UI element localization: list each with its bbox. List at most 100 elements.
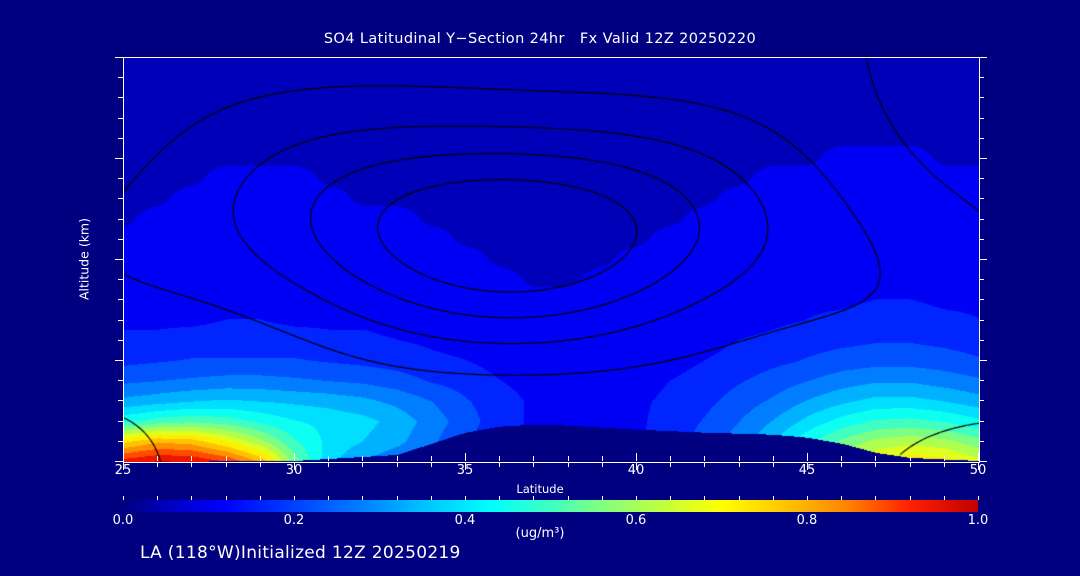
x-tick-label: 25 [114,463,132,478]
tickmark [396,496,398,500]
x-tick-label: 35 [456,463,474,478]
tickmark [115,259,123,260]
colorbar [123,500,978,512]
tickmark [670,462,672,467]
tickmark [118,198,123,200]
colorbar-tick-label: 1.0 [967,513,989,528]
tickmark [841,456,843,461]
tickmark [118,440,123,442]
tickmark [875,462,877,467]
tickmark [909,462,911,467]
tickmark [979,137,984,139]
tickmark [601,496,603,500]
tickmark [396,462,398,467]
tickmark [191,456,193,461]
tickmark [225,456,227,461]
tickmark [979,420,984,422]
tickmark [943,496,945,500]
tickmark [118,218,123,220]
tickmark [362,496,364,500]
tickmark [430,496,432,500]
tickmark [294,496,295,500]
tickmark [259,496,261,500]
tickmark [118,77,123,79]
tickmark [567,456,569,461]
tickmark [123,496,124,500]
tickmark [875,496,877,500]
tickmark [979,178,984,180]
tickmark [115,360,123,361]
tickmark [118,117,123,119]
tickmark [118,178,123,180]
tickmark [875,456,877,461]
tickmark [123,462,124,470]
tickmark [430,462,432,467]
tickmark [979,380,984,382]
tickmark [979,339,984,341]
tickmark [979,218,984,220]
tickmark [294,453,295,461]
tickmark [191,496,193,500]
tickmark [118,319,123,321]
tickmark [601,462,603,467]
tickmark [118,299,123,301]
tickmark [979,319,984,321]
tickmark [225,462,227,467]
tickmark [979,238,984,240]
tickmark [362,462,364,467]
cross-section-plot [123,57,980,463]
tickmark [465,496,466,500]
tickmark [567,496,569,500]
tickmark [328,496,330,500]
tickmark [567,462,569,467]
colorbar-tick-label: 0.4 [454,513,476,528]
tickmark [328,456,330,461]
tickmark [978,496,979,500]
tickmark [979,461,987,462]
page-title: SO4 Latitudinal Y−Section 24hr Fx Valid … [323,31,757,47]
tickmark [118,137,123,139]
tickmark [294,462,295,470]
tickmark [118,420,123,422]
tickmark [362,456,364,461]
tickmark [909,456,911,461]
colorbar-tick-label: 0.6 [625,513,647,528]
tickmark [601,456,603,461]
tickmark [704,496,706,500]
tickmark [807,462,808,470]
tickmark [979,299,984,301]
tickmark [979,440,984,442]
tickmark [533,456,535,461]
tickmark [841,496,843,500]
tickmark [943,462,945,467]
tickmark [465,453,466,461]
tickmark [772,496,774,500]
tickmark [979,400,984,402]
colorbar-tick-label: 0.2 [283,513,305,528]
tickmark [157,456,159,461]
tickmark [118,279,123,281]
colorbar-axis-label: Latitude [516,482,564,496]
tickmark [328,462,330,467]
tickmark [807,453,808,461]
tickmark [115,158,123,159]
tickmark [841,462,843,467]
tickmark [225,496,227,500]
x-tick-label: 45 [798,463,816,478]
tickmark [979,117,984,119]
tickmark [979,77,984,79]
tickmark [533,496,535,500]
y-axis-label: Altitude (km) [76,218,92,300]
tickmark [978,453,979,461]
tickmark [670,496,672,500]
tickmark [499,496,501,500]
tickmark [123,453,124,461]
tickmark [533,462,535,467]
tickmark [670,456,672,461]
tickmark [738,462,740,467]
tickmark [157,462,159,467]
tickmark [636,496,637,500]
colorbar-tick-label: 0.8 [796,513,818,528]
tickmark [772,462,774,467]
tickmark [396,456,398,461]
